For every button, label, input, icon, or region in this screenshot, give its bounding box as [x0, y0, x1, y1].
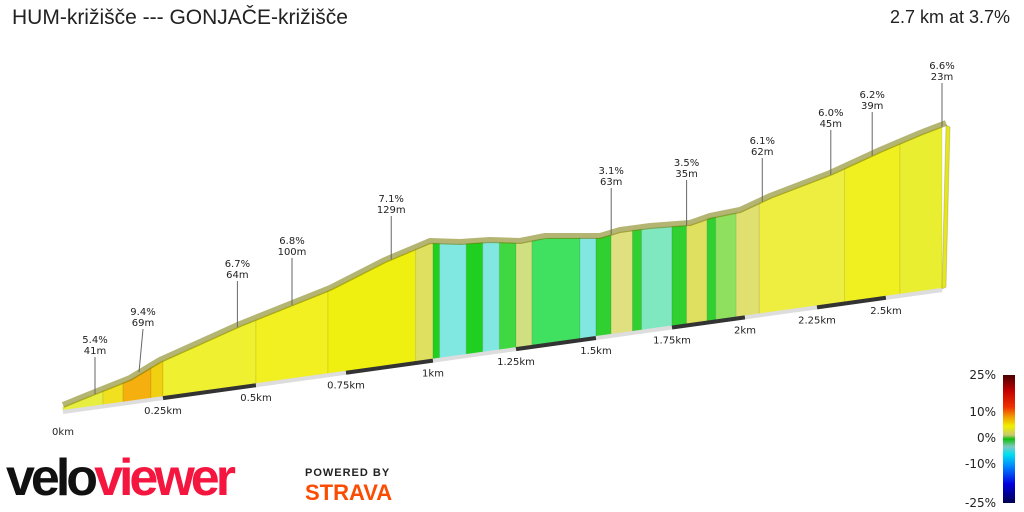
grade-segment [610, 229, 633, 336]
grade-segment [595, 233, 612, 338]
grade-segment [515, 239, 533, 349]
distance-baseline [62, 396, 164, 414]
grade-segment [432, 242, 441, 361]
grade-segment [631, 228, 643, 333]
strava-logo: STRAVA [305, 480, 393, 505]
grade-segment [899, 125, 943, 296]
grade-segment [498, 241, 517, 352]
annotation-grade: 6.8% [279, 236, 304, 247]
grade-segment [735, 202, 760, 319]
distance-baseline [671, 315, 746, 330]
annotation-length: 64m [226, 270, 248, 281]
x-tick-label: 1km [422, 369, 444, 380]
legend-label: 25% [969, 368, 996, 382]
x-tick-label: 0.25km [144, 406, 182, 417]
annotation-grade: 6.0% [818, 108, 843, 119]
annotation-length: 39m [861, 101, 883, 112]
grade-segment [482, 241, 500, 354]
x-tick-label: 2km [734, 325, 756, 336]
annotation-grade: 6.1% [750, 136, 775, 147]
grade-segment [531, 237, 581, 347]
segment-title: HUM-križišče --- GONJAČE-križišče [12, 6, 348, 29]
x-tick-label: 1.5km [580, 346, 611, 357]
grade-segment [671, 224, 688, 328]
annotation-grade: 7.1% [379, 194, 404, 205]
annotation-length: 62m [751, 147, 773, 158]
legend-label: 10% [969, 405, 996, 419]
annotation-grade: 3.1% [598, 166, 623, 177]
annotation-grade: 6.7% [225, 259, 250, 270]
annotation-length: 45m [820, 119, 842, 130]
grade-segment [641, 225, 673, 332]
profile-end-face [941, 124, 951, 290]
grade-segment [758, 167, 846, 315]
distance-baseline [255, 370, 347, 388]
annotation-length: 41m [84, 346, 106, 357]
grade-segment [686, 218, 708, 326]
distance-baseline [162, 383, 257, 401]
grade-color-legend [1003, 375, 1015, 503]
x-tick-label: 2.5km [870, 306, 901, 317]
x-tick-label: 1.75km [653, 335, 691, 346]
distance-baseline [595, 325, 673, 341]
x-tick-label: 1.25km [497, 357, 535, 368]
grade-segment [844, 142, 901, 304]
annotation-grade: 6.6% [929, 61, 954, 72]
legend-label: 0% [976, 431, 996, 445]
x-tick-label: 0.5km [240, 393, 271, 404]
grade-segment [715, 212, 737, 321]
grade-segment [439, 242, 467, 360]
annotation-length: 23m [931, 72, 953, 83]
annotation-length: 129m [377, 205, 406, 216]
annotation-grade: 3.5% [674, 158, 699, 169]
grade-segment [415, 242, 434, 363]
distance-baseline [345, 358, 434, 375]
grade-segment [465, 241, 484, 356]
annotation-length: 63m [600, 177, 622, 188]
veloviewer-logo: veloviewer [6, 449, 236, 507]
distance-baseline [885, 288, 943, 300]
profile-ridge [61, 120, 948, 408]
annotation-grade: 5.4% [82, 335, 107, 346]
grade-segment [706, 216, 717, 323]
distance-baseline [432, 347, 517, 363]
legend-label: -10% [964, 457, 996, 471]
x-tick-label: 2.25km [798, 315, 836, 326]
segment-summary: 2.7 km at 3.7% [889, 7, 1010, 27]
annotation-grade: 9.4% [130, 307, 155, 318]
annotation-length: 100m [278, 247, 307, 258]
powered-by-label: POWERED BY [305, 467, 391, 479]
legend-label: -25% [964, 496, 996, 510]
x-tick-label: 0km [52, 427, 74, 438]
distance-baseline [515, 336, 597, 352]
x-tick-label: 0.75km [327, 381, 365, 392]
grade-segment [579, 237, 597, 340]
distance-baseline [744, 305, 818, 320]
annotation-leader [138, 328, 144, 373]
annotation-length: 35m [675, 169, 697, 180]
annotation-grade: 6.2% [859, 90, 884, 101]
annotation-length: 69m [132, 318, 154, 329]
distance-baseline [816, 295, 887, 310]
